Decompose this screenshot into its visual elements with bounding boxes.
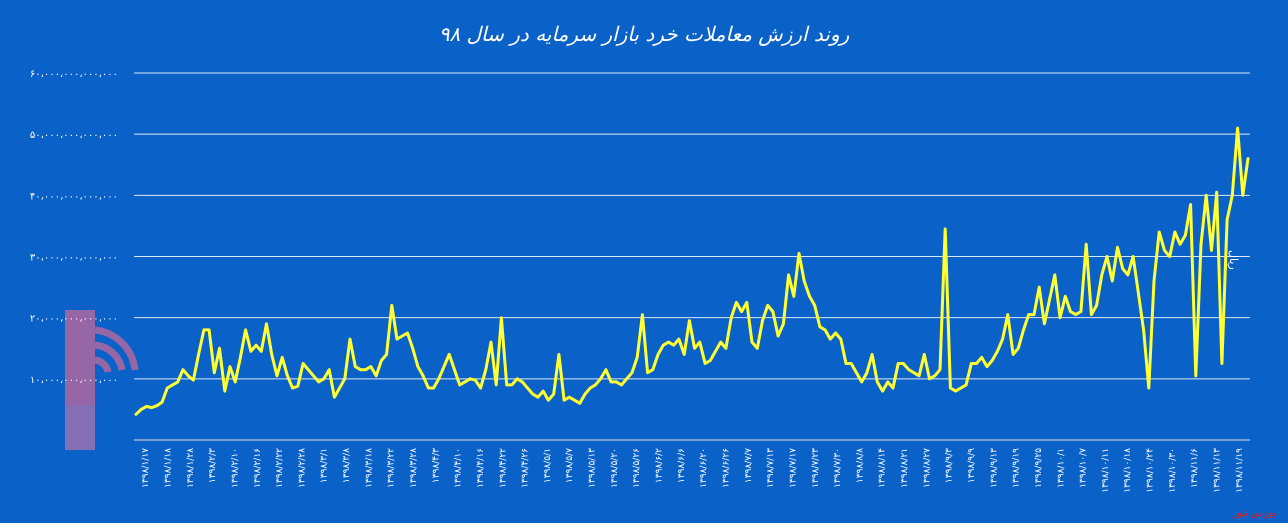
- x-tick-label: ۱۳۹۸/۱/۱۸: [163, 448, 173, 488]
- y-tick-label: ۱۰،۰۰۰،۰۰۰،۰۰۰،۰۰۰: [30, 375, 118, 386]
- source-credit: بورس نیوز: [1232, 508, 1276, 519]
- x-tick-label: ۱۳۹۸/۸/۲۱: [900, 448, 910, 488]
- x-tick-label: ۱۳۹۸/۱۱/۶: [1190, 448, 1200, 488]
- x-tick-label: ۱۳۹۸/۸/۸: [855, 448, 865, 483]
- x-tick-label: ۱۳۹۸/۶/۲: [655, 448, 665, 483]
- x-tick-label: ۱۳۹۸/۳/۲۲: [387, 448, 397, 488]
- x-tick-label: ۱۳۹۸/۱۱/۱۳: [1213, 448, 1223, 493]
- x-tick-label: ۱۳۹۸/۴/۱۰: [454, 448, 464, 488]
- x-tick-label: ۱۳۹۸/۷/۳۰: [833, 448, 843, 488]
- x-tick-label: ۱۳۹۸/۱۰/۱: [1056, 448, 1066, 488]
- x-tick-label: ۱۳۹۸/۸/۲۷: [922, 448, 932, 488]
- x-tick-label: ۱۳۹۸/۵/۲۰: [610, 448, 620, 488]
- x-tick-label: ۱۳۹۸/۶/۲۰: [699, 448, 709, 488]
- x-tick-label: ۱۳۹۸/۴/۱۶: [476, 448, 486, 488]
- x-tick-label: ۱۳۹۸/۱۱/۱۹: [1235, 448, 1245, 493]
- y-tick-label: ۵۰،۰۰۰،۰۰۰،۰۰۰،۰۰۰: [30, 130, 118, 141]
- x-tick-label: ۱۳۹۸/۷/۱۳: [766, 448, 776, 488]
- x-tick-label: ۱۳۹۸/۱۰/۱۸: [1123, 448, 1133, 493]
- x-tick-label: ۱۳۹۸/۲/۱۰: [230, 448, 240, 488]
- y-axis-label: ریال: [1227, 250, 1240, 270]
- x-tick-label: ۱۳۹۸/۳/۸: [342, 448, 352, 483]
- x-tick-label: ۱۳۹۸/۷/۲۳: [811, 448, 821, 488]
- series-line: [134, 126, 1250, 416]
- x-tick-label: ۱۳۹۸/۱/۱۷: [141, 448, 151, 488]
- x-tick-label: ۱۳۹۸/۵/۱: [543, 448, 553, 483]
- x-tick-label: ۱۳۹۸/۲/۱۶: [253, 448, 263, 488]
- x-tick-label: ۱۳۹۸/۲/۲۲: [275, 448, 285, 488]
- x-tick-label: ۱۳۹۸/۳/۲۸: [409, 448, 419, 488]
- x-tick-label: ۱۳۹۸/۸/۱۴: [878, 448, 888, 488]
- x-tick-label: ۱۳۹۸/۶/۶: [677, 448, 687, 483]
- x-tick-label: ۱۳۹۸/۹/۹: [967, 448, 977, 483]
- x-tick-label: ۱۳۹۸/۱۰/۳۰: [1168, 448, 1178, 493]
- x-tick-label: ۱۳۹۸/۵/۷: [565, 448, 575, 483]
- x-tick-label: ۱۳۹۸/۹/۱۹: [1012, 448, 1022, 488]
- x-tick-label: ۱۳۹۸/۱/۲۸: [186, 448, 196, 488]
- y-tick-label: ۴۰،۰۰۰،۰۰۰،۰۰۰،۰۰۰: [30, 191, 118, 202]
- x-tick-label: ۱۳۹۸/۹/۱۳: [989, 448, 999, 488]
- x-tick-label: ۱۳۹۸/۵/۲۶: [632, 448, 642, 488]
- y-tick-label: ۳۰،۰۰۰،۰۰۰،۰۰۰،۰۰۰: [30, 253, 118, 264]
- x-tick-label: ۱۳۹۸/۲/۳: [208, 448, 218, 483]
- y-tick-label: ۶۰،۰۰۰،۰۰۰،۰۰۰،۰۰۰: [30, 69, 118, 80]
- x-tick-label: ۱۳۹۸/۷/۷: [744, 448, 754, 483]
- x-tick-label: ۱۳۹۸/۴/۲۲: [498, 448, 508, 488]
- x-tick-label: ۱۳۹۸/۱۰/۱۱: [1101, 448, 1111, 493]
- x-tick-label: ۱۳۹۸/۵/۱۳: [588, 448, 598, 488]
- x-tick-label: ۱۳۹۸/۱۰/۷: [1079, 448, 1089, 488]
- x-tick-label: ۱۳۹۸/۲/۲۸: [297, 448, 307, 488]
- y-tick-label: ۲۰،۰۰۰،۰۰۰،۰۰۰،۰۰۰: [30, 314, 118, 325]
- x-tick-label: ۱۳۹۸/۳/۱: [320, 448, 330, 483]
- x-tick-label: ۱۳۹۸/۹/۲۵: [1034, 448, 1044, 488]
- x-tick-label: ۱۳۹۸/۳/۱۸: [364, 448, 374, 488]
- x-tick-label: ۱۳۹۸/۱۰/۲۴: [1146, 448, 1156, 493]
- x-tick-label: ۱۳۹۸/۴/۳: [431, 448, 441, 483]
- x-tick-label: ۱۳۹۸/۷/۱۷: [788, 448, 798, 488]
- chart-title: روند ارزش معاملات خرد بازار سرمایه در سا…: [438, 22, 850, 46]
- x-tick-label: ۱۳۹۸/۴/۲۶: [521, 448, 531, 488]
- watermark-logo: [65, 310, 139, 450]
- x-tick-label: ۱۳۹۸/۶/۲۶: [721, 448, 731, 488]
- x-tick-label: ۱۳۹۸/۹/۳: [945, 448, 955, 483]
